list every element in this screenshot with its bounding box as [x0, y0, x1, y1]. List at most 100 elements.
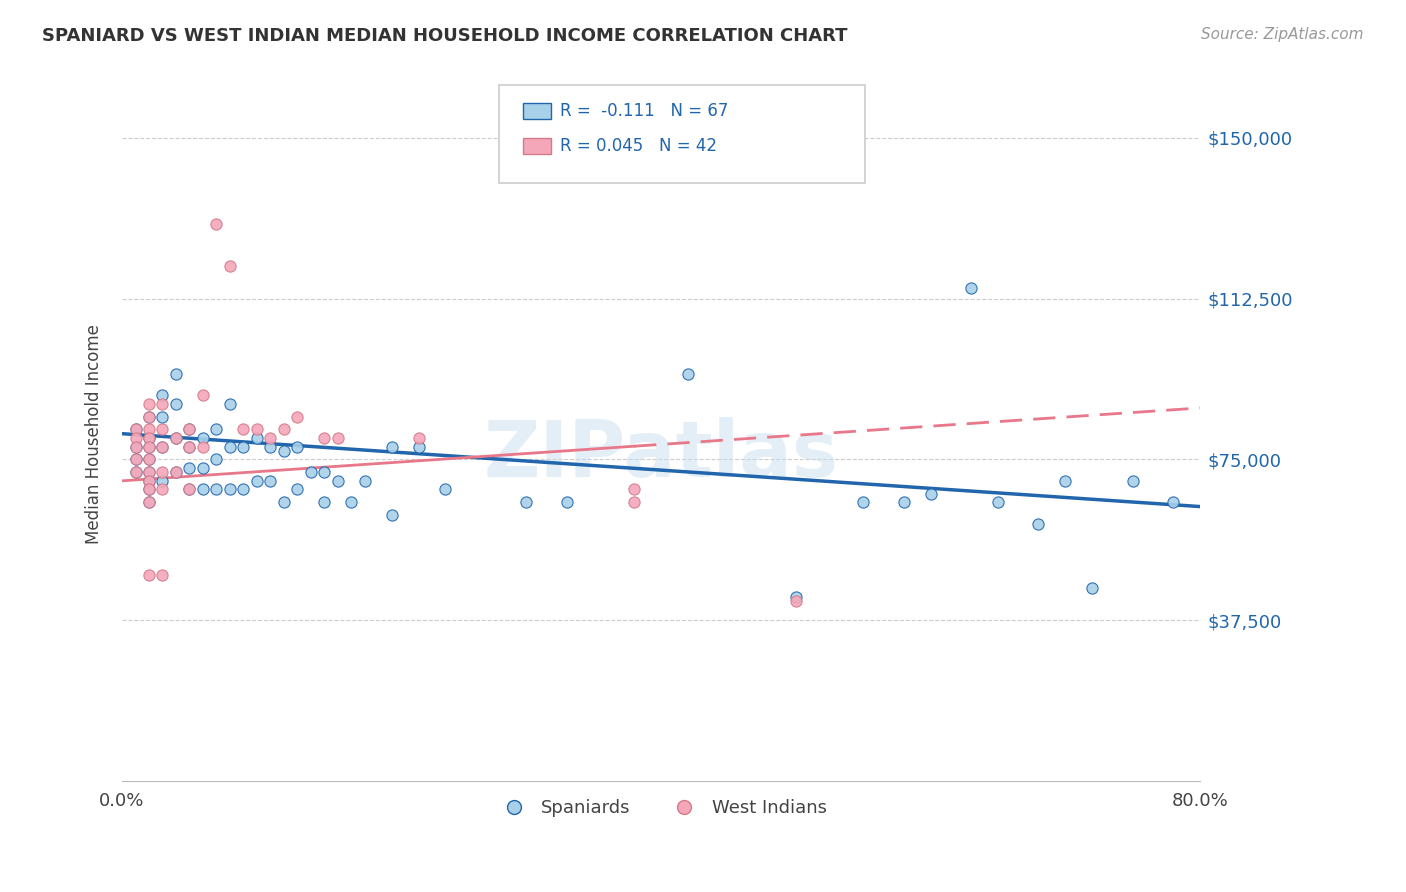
Point — [138, 409, 160, 424]
Point — [138, 474, 160, 488]
Text: R = 0.045   N = 42: R = 0.045 N = 42 — [560, 137, 717, 155]
Point — [434, 483, 457, 497]
Point — [138, 431, 160, 445]
Point — [138, 495, 160, 509]
Point — [165, 431, 187, 445]
Point — [785, 590, 807, 604]
Point — [273, 422, 295, 436]
Point — [353, 474, 375, 488]
Point — [138, 568, 160, 582]
Point — [138, 474, 160, 488]
Point — [340, 495, 363, 509]
Point — [179, 440, 201, 454]
Point — [314, 495, 336, 509]
Point — [138, 422, 160, 436]
Point — [515, 495, 537, 509]
Point — [138, 483, 160, 497]
Point — [124, 422, 146, 436]
Text: SPANIARD VS WEST INDIAN MEDIAN HOUSEHOLD INCOME CORRELATION CHART: SPANIARD VS WEST INDIAN MEDIAN HOUSEHOLD… — [42, 27, 848, 45]
Point — [152, 440, 174, 454]
Point — [408, 431, 430, 445]
Point — [1028, 516, 1050, 531]
Point — [205, 217, 228, 231]
Point — [179, 422, 201, 436]
Point — [191, 388, 214, 402]
Point — [179, 440, 201, 454]
Point — [623, 483, 645, 497]
Point — [124, 452, 146, 467]
Point — [205, 483, 228, 497]
Point — [152, 465, 174, 479]
Point — [314, 431, 336, 445]
Point — [138, 465, 160, 479]
Point — [273, 443, 295, 458]
Point — [138, 483, 160, 497]
Point — [124, 452, 146, 467]
Point — [124, 465, 146, 479]
Point — [259, 431, 281, 445]
Point — [138, 440, 160, 454]
Point — [205, 452, 228, 467]
Point — [124, 440, 146, 454]
Point — [138, 452, 160, 467]
Point — [138, 431, 160, 445]
Y-axis label: Median Household Income: Median Household Income — [86, 324, 103, 543]
Point — [246, 474, 269, 488]
Point — [1081, 581, 1104, 595]
Point — [165, 465, 187, 479]
Point — [165, 367, 187, 381]
Point — [381, 440, 404, 454]
Point — [987, 495, 1010, 509]
Point — [218, 260, 240, 274]
Point — [218, 397, 240, 411]
Point — [152, 422, 174, 436]
Point — [205, 422, 228, 436]
Point — [246, 422, 269, 436]
Point — [326, 474, 349, 488]
Text: ZIPatlas: ZIPatlas — [484, 417, 838, 492]
Point — [960, 281, 983, 295]
Point — [152, 483, 174, 497]
Point — [920, 486, 942, 500]
Point — [124, 440, 146, 454]
Text: R =  -0.111   N = 67: R = -0.111 N = 67 — [560, 102, 728, 120]
Point — [191, 461, 214, 475]
Point — [1054, 474, 1077, 488]
Point — [676, 367, 699, 381]
Point — [218, 440, 240, 454]
Point — [152, 568, 174, 582]
Point — [285, 409, 308, 424]
Point — [191, 440, 214, 454]
Point — [124, 422, 146, 436]
Point — [152, 409, 174, 424]
Point — [152, 388, 174, 402]
Point — [623, 495, 645, 509]
Point — [165, 397, 187, 411]
Point — [1122, 474, 1144, 488]
Point — [191, 483, 214, 497]
Point — [179, 483, 201, 497]
Point — [381, 508, 404, 523]
Point — [285, 440, 308, 454]
Point — [408, 440, 430, 454]
Point — [852, 495, 875, 509]
Point — [138, 397, 160, 411]
Text: Source: ZipAtlas.com: Source: ZipAtlas.com — [1201, 27, 1364, 42]
Point — [138, 440, 160, 454]
Point — [259, 440, 281, 454]
Point — [273, 495, 295, 509]
Point — [1161, 495, 1184, 509]
Point — [124, 465, 146, 479]
Point — [191, 431, 214, 445]
Point — [314, 465, 336, 479]
Point — [232, 440, 254, 454]
Point — [152, 440, 174, 454]
Point — [138, 452, 160, 467]
Point — [138, 465, 160, 479]
Point — [124, 431, 146, 445]
Point — [152, 397, 174, 411]
Point — [259, 474, 281, 488]
Point — [165, 431, 187, 445]
Point — [246, 431, 269, 445]
Point — [232, 483, 254, 497]
